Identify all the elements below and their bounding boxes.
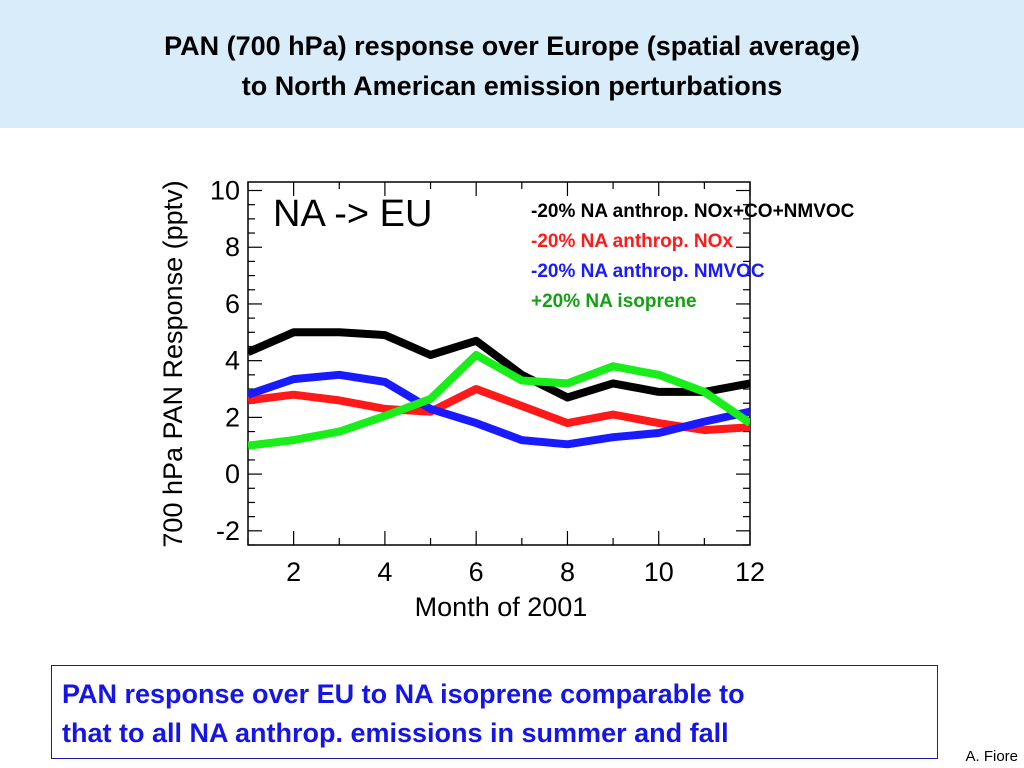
author-credit: A. Fiore (965, 748, 1018, 765)
series-line-4 (248, 351, 750, 450)
legend-entry-3: -20% NA anthrop. NMVOC (531, 261, 765, 282)
conclusion-line-2: that to all NA anthrop. emissions in sum… (62, 718, 729, 748)
x-tick-label: 12 (735, 557, 765, 587)
y-tick-label: 10 (210, 176, 240, 206)
conclusion-line-1: PAN response over EU to NA isoprene comp… (62, 679, 745, 709)
x-tick-label: 4 (377, 557, 392, 587)
x-tick-label: 8 (560, 557, 575, 587)
y-tick-label: 4 (225, 346, 240, 376)
y-tick-label: 0 (225, 459, 240, 489)
legend-entry-1: -20% NA anthrop. NOx+CO+NMVOC (531, 201, 855, 222)
series-line-2 (248, 385, 750, 435)
series-line-1 (248, 328, 750, 402)
legend-entry-4: +20% NA isoprene (531, 291, 697, 312)
plot-frame (247, 181, 751, 546)
legend-entry-2: -20% NA anthrop. NOx (531, 231, 733, 252)
series-line-3 (248, 370, 750, 449)
y-axis-label: 700 hPa PAN Response (pptv) (158, 180, 188, 547)
region-annotation: NA -> EU (273, 193, 432, 235)
y-tick-label: 2 (225, 402, 240, 432)
conclusion-box: PAN response over EU to NA isoprene comp… (51, 665, 938, 759)
slide-title-line-2: to North American emission perturbations (241, 71, 783, 101)
x-tick-label: 2 (286, 557, 301, 587)
y-tick-label: 8 (225, 232, 240, 262)
slide-title-line-1: PAN (700 hPa) response over Europe (spat… (164, 31, 860, 61)
x-tick-label: 10 (644, 557, 674, 587)
x-tick-label: 6 (469, 557, 484, 587)
y-tick-label: 6 (225, 289, 240, 319)
y-tick-label: -2 (216, 516, 240, 546)
pan-response-chart: 2 4 6 8 10 12 -2 0 2 4 6 8 10 Month of 2001 700 hPa PA… (158, 176, 855, 622)
title-band (0, 0, 1024, 128)
x-axis-label: Month of 2001 (415, 592, 588, 622)
